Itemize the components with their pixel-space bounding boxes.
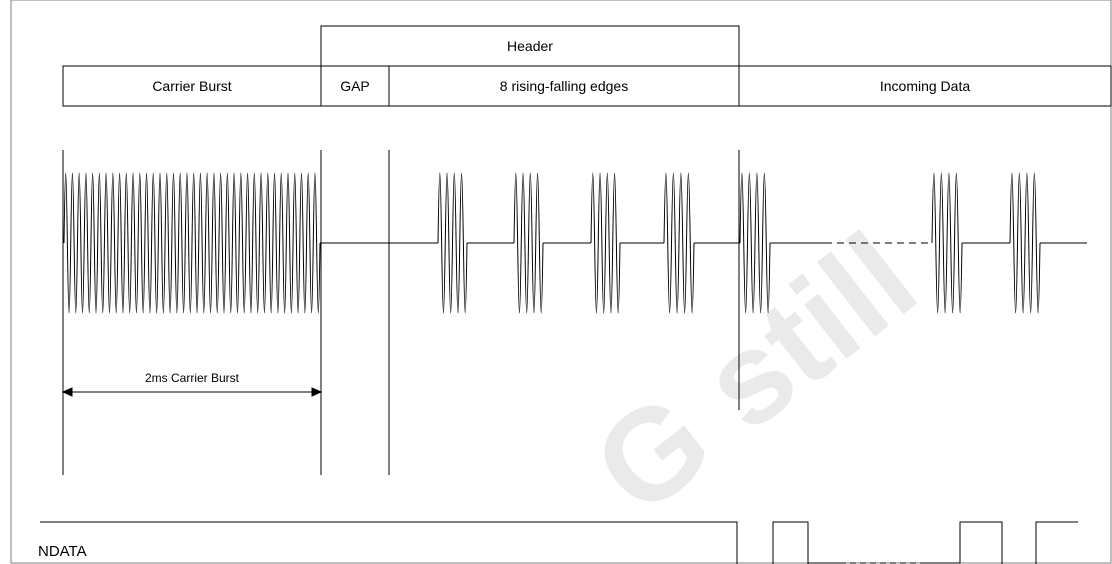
carrier-pulse-wave	[513, 172, 544, 314]
ndata-label: NDATA	[38, 543, 87, 560]
carrier-pulse-wave	[590, 172, 621, 314]
edges-label: 8 rising-falling edges	[500, 78, 628, 94]
dimension-arrow	[61, 387, 323, 397]
carrier-pulse-wave	[663, 172, 695, 314]
carrier-burst-label: Carrier Burst	[152, 78, 231, 94]
carrier-burst-wave	[63, 172, 321, 314]
carrier-pulse-wave	[437, 172, 468, 314]
diagram-frame	[10, 0, 1112, 564]
ndata-signal	[40, 521, 1078, 564]
carrier-pulse-wave	[739, 172, 771, 314]
incoming-data-label: Incoming Data	[880, 78, 970, 94]
gap-label: GAP	[340, 78, 370, 94]
header-boxes	[62, 25, 1112, 107]
carrier-pulse-wave	[1009, 172, 1041, 314]
header-label: Header	[507, 38, 553, 54]
carrier-waveform	[63, 172, 1087, 314]
dimension-label: 2ms Carrier Burst	[145, 371, 240, 385]
incoming-data-box	[738, 65, 1112, 107]
carrier-pulse-wave	[931, 172, 963, 314]
marker-lines	[62, 150, 740, 475]
